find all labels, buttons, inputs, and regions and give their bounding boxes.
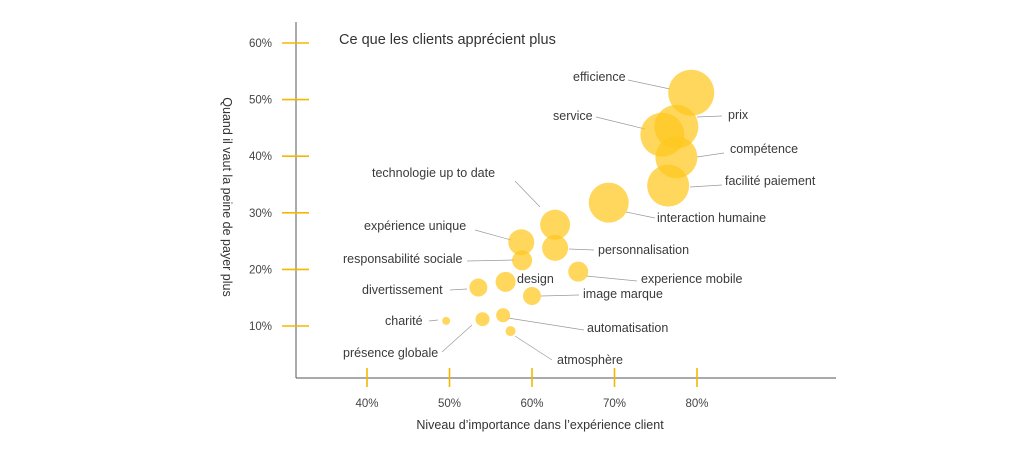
bubble-point <box>495 271 516 292</box>
point-label: experience mobile <box>641 272 742 286</box>
y-tick-label: 60% <box>249 38 272 50</box>
bubble-point <box>668 69 715 116</box>
x-tick-label: 50% <box>438 398 461 410</box>
axes: 10% 20% 30% 40% 50% 60% 40% 50% 60% 70% 80% <box>249 22 836 410</box>
leader-line <box>441 324 473 353</box>
bubble-point <box>496 308 511 323</box>
label-leader-lines <box>428 79 725 361</box>
point-label: prix <box>728 108 749 122</box>
bubble-point <box>512 250 533 271</box>
point-label: efficience <box>573 70 626 84</box>
bubble-point <box>442 316 451 325</box>
point-label: design <box>517 272 554 286</box>
leader-line <box>627 79 671 90</box>
bubble-point <box>505 326 516 337</box>
point-label: divertissement <box>362 283 443 297</box>
point-label: technologie up to date <box>372 166 495 180</box>
leader-line <box>595 116 646 130</box>
leader-line <box>466 259 515 262</box>
leader-line <box>696 152 725 158</box>
bubble-point <box>647 164 690 207</box>
point-label: automatisation <box>587 321 668 335</box>
bubble-point <box>469 278 488 297</box>
leader-line <box>540 294 580 297</box>
leader-line <box>568 248 595 251</box>
y-tick-label: 30% <box>249 208 272 220</box>
point-label: image marque <box>583 287 663 301</box>
leader-line <box>449 288 468 291</box>
point-label: atmosphère <box>557 353 623 367</box>
x-tick-label: 80% <box>685 398 708 410</box>
bubble-point <box>568 261 589 282</box>
bubble-point <box>508 229 535 256</box>
bubble-point <box>542 234 569 261</box>
bubble-point <box>523 287 541 306</box>
x-axis-title: Niveau d’importance dans l’expérience cl… <box>416 418 664 432</box>
leader-line <box>428 319 439 322</box>
point-label: compétence <box>730 142 798 156</box>
leader-line <box>696 115 723 118</box>
point-label: service <box>553 109 593 123</box>
point-label: responsabilité sociale <box>343 252 463 266</box>
leader-line <box>514 335 553 361</box>
bubble-point <box>540 209 571 240</box>
chart-title: Ce que les clients apprécient plus <box>339 32 556 48</box>
point-label: présence globale <box>343 346 438 360</box>
y-tick-label: 20% <box>249 264 272 276</box>
leader-line <box>625 211 656 219</box>
bubble-point <box>475 312 490 327</box>
leader-line <box>514 180 541 208</box>
x-tick-label: 70% <box>603 398 626 410</box>
point-label: facilité paiement <box>725 174 816 188</box>
point-labels: efficience prix service compétence facilité … <box>343 70 816 367</box>
y-axis-title: Quand il vaut la peine de payer plus <box>220 97 234 296</box>
leader-line <box>585 275 638 282</box>
point-label: expérience unique <box>364 219 466 233</box>
point-label: interaction humaine <box>657 211 766 225</box>
leader-line <box>474 229 512 241</box>
point-label: personnalisation <box>598 243 689 257</box>
y-tick-label: 50% <box>249 95 272 107</box>
bubbles <box>442 69 715 337</box>
point-label: charité <box>385 314 423 328</box>
leader-line <box>507 317 585 331</box>
bubble-point <box>588 182 629 223</box>
y-tick-label: 40% <box>249 151 272 163</box>
leader-line <box>689 184 723 188</box>
x-tick-label: 40% <box>355 398 378 410</box>
x-tick-label: 60% <box>520 398 543 410</box>
y-tick-label: 10% <box>249 321 272 333</box>
